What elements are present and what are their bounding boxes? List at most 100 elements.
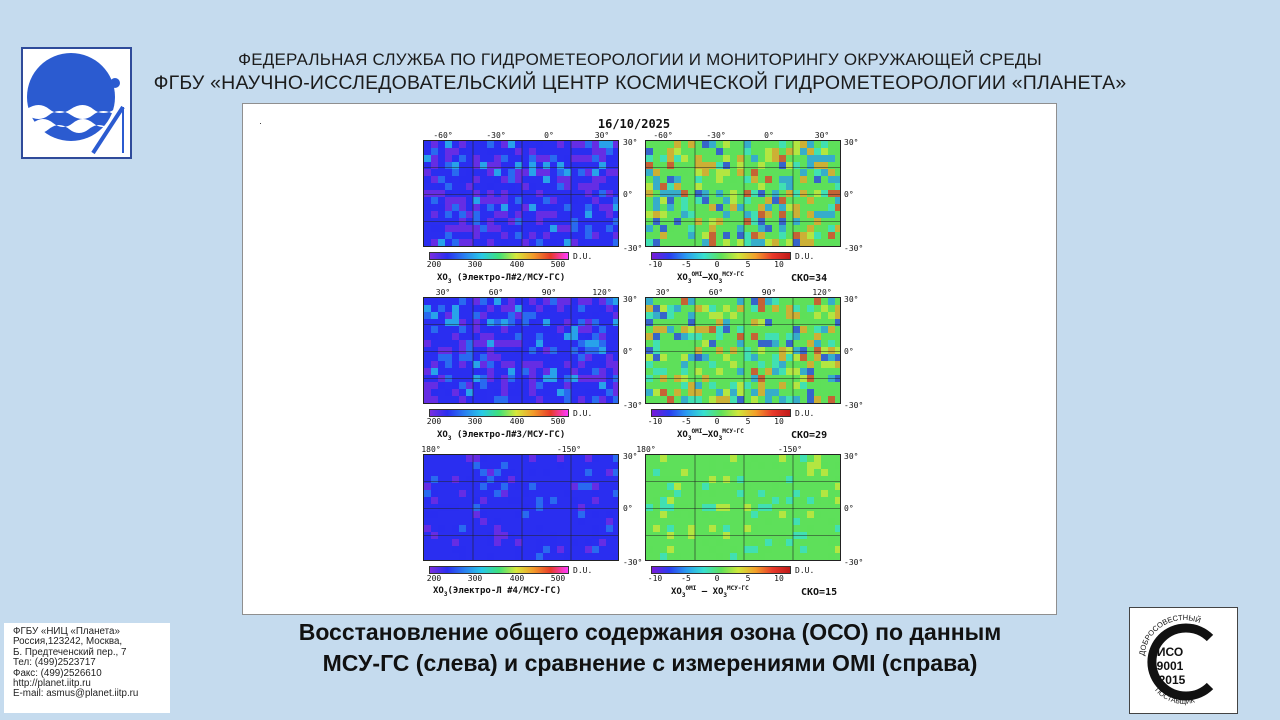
slide-caption: Восстановление общего содержания озона (…	[200, 617, 1100, 679]
lon-label: 60°	[488, 288, 504, 297]
colorbar-tick: 300	[467, 260, 483, 269]
colorbar-tick: 5	[745, 574, 751, 583]
header-agency: ФЕДЕРАЛЬНАЯ СЛУЖБА ПО ГИДРОМЕТЕОРОЛОГИИ …	[238, 50, 1042, 69]
label-sub: 3	[718, 277, 723, 285]
colorbar-tick: 500	[550, 260, 566, 269]
ozone-colorbar	[429, 409, 569, 417]
label-text: – XO	[696, 587, 724, 597]
lon-label: 90°	[541, 288, 557, 297]
label-sup: МСУ-ГС	[722, 428, 744, 435]
colorbar-tick: 200	[426, 574, 442, 583]
label-sub: 3	[447, 434, 452, 442]
colorbar-tick: 400	[509, 574, 525, 583]
map-field	[424, 141, 618, 246]
lat-label: -30°	[844, 558, 864, 567]
contact-line: Факс: (499)2526610	[13, 667, 102, 679]
caption-line: МСУ-ГС (слева) и сравнение с измерениями…	[322, 650, 978, 676]
label-sup: МСУ-ГС	[727, 585, 749, 592]
lon-label: -150°	[556, 445, 582, 454]
lon-label: 0°	[764, 131, 774, 140]
cert-iso: ИСО	[1157, 645, 1183, 659]
lon-label: 90°	[761, 288, 777, 297]
lat-label: 30°	[844, 452, 859, 461]
label-text: (Электро-Л#2/МСУ-ГС)	[451, 273, 566, 283]
caption-line: Восстановление общего содержания озона (…	[298, 619, 1002, 645]
ozone-map-elektro-l3	[423, 297, 619, 404]
difference-map-row2	[645, 297, 841, 404]
difference-map-row1	[645, 140, 841, 247]
label-text: (Электро-Л #4/МСУ-ГС)	[447, 586, 562, 596]
colorbar-tick: -5	[681, 574, 691, 583]
lon-label: -60°	[653, 131, 673, 140]
lat-label: 0°	[623, 347, 633, 356]
lon-label: 30°	[435, 288, 451, 297]
label-text: XO	[437, 273, 448, 283]
figure-dot	[260, 123, 261, 124]
colorbar-unit: D.U.	[573, 409, 593, 418]
colorbar-unit: D.U.	[795, 252, 815, 261]
colorbar-tick: 300	[467, 417, 483, 426]
difference-colorbar	[651, 409, 791, 417]
lat-label: -30°	[623, 558, 643, 567]
panel-label-right: XO3OMI – XO3МСУ-ГС	[671, 585, 749, 599]
colorbar-tick: -10	[647, 260, 663, 269]
contact-block: ФГБУ «НИЦ «Планета» Россия,123242, Москв…	[4, 623, 170, 713]
colorbar-tick: 5	[745, 417, 751, 426]
map-field	[424, 455, 618, 560]
contact-line: ФГБУ «НИЦ «Планета»	[13, 626, 120, 637]
lon-label: -30°	[486, 131, 506, 140]
lon-label: 120°	[812, 288, 832, 297]
lat-label: -30°	[623, 401, 643, 410]
colorbar-tick: -5	[681, 260, 691, 269]
lon-label: -30°	[706, 131, 726, 140]
lat-label: -30°	[844, 401, 864, 410]
iso-certificate-badge: ДОБРОСОВЕСТНЫЙ ИСО 9001 -2015 ПОСТАВЩИК	[1129, 607, 1238, 714]
lat-label: 0°	[844, 504, 854, 513]
colorbar-tick: 0	[714, 417, 720, 426]
colorbar-tick: 5	[745, 260, 751, 269]
colorbar-tick: 400	[509, 260, 525, 269]
label-text: (Электро-Л#3/МСУ-ГС)	[451, 430, 566, 440]
label-text: XO	[433, 586, 444, 596]
lon-label: 30°	[814, 131, 830, 140]
lat-label: 0°	[623, 504, 633, 513]
colorbar-unit: D.U.	[573, 566, 593, 575]
lon-label: 120°	[592, 288, 612, 297]
map-field	[646, 141, 840, 246]
colorbar-tick: 0	[714, 574, 720, 583]
colorbar-tick: 10	[774, 260, 784, 269]
ozone-map-elektro-l4	[423, 454, 619, 561]
ozone-colorbar	[429, 566, 569, 574]
colorbar-tick: 400	[509, 417, 525, 426]
rmse-value: СКО=15	[801, 587, 838, 598]
colorbar-tick: 500	[550, 417, 566, 426]
lon-label: 0°	[544, 131, 554, 140]
contact-email[interactable]: E-mail: asmus@planet.iitp.ru	[13, 688, 139, 700]
rmse-value: СКО=34	[791, 273, 828, 284]
page-header: ФЕДЕРАЛЬНАЯ СЛУЖБА ПО ГИДРОМЕТЕОРОЛОГИИ …	[140, 50, 1140, 95]
lat-label: 30°	[844, 138, 859, 147]
difference-colorbar	[651, 566, 791, 574]
colorbar-unit: D.U.	[795, 409, 815, 418]
colorbar-tick: -5	[681, 417, 691, 426]
label-sub: 3	[718, 434, 723, 442]
label-sup: OMI	[685, 585, 697, 592]
label-text: –XO	[702, 273, 719, 283]
lon-label: 30°	[594, 131, 610, 140]
lat-label: 30°	[844, 295, 859, 304]
lat-label: 30°	[623, 452, 638, 461]
lon-label: 180°	[421, 445, 441, 454]
panel-label-left: XO3(Электро-Л #4/МСУ-ГС)	[433, 586, 561, 598]
header-institute: ФГБУ «НАУЧНО-ИССЛЕДОВАТЕЛЬСКИЙ ЦЕНТР КОС…	[153, 72, 1127, 94]
lat-label: -30°	[623, 244, 643, 253]
cert-year: -2015	[1155, 673, 1186, 687]
label-sub: 3	[447, 277, 452, 285]
colorbar-tick: 10	[774, 417, 784, 426]
ozone-map-elektro-l2	[423, 140, 619, 247]
label-text: XO	[437, 430, 448, 440]
label-sup: МСУ-ГС	[722, 271, 744, 278]
colorbar-tick: -10	[647, 417, 663, 426]
colorbar-tick: 200	[426, 260, 442, 269]
contact-link[interactable]: http://planet.iitp.ru	[13, 678, 91, 690]
lon-label: 30°	[655, 288, 671, 297]
